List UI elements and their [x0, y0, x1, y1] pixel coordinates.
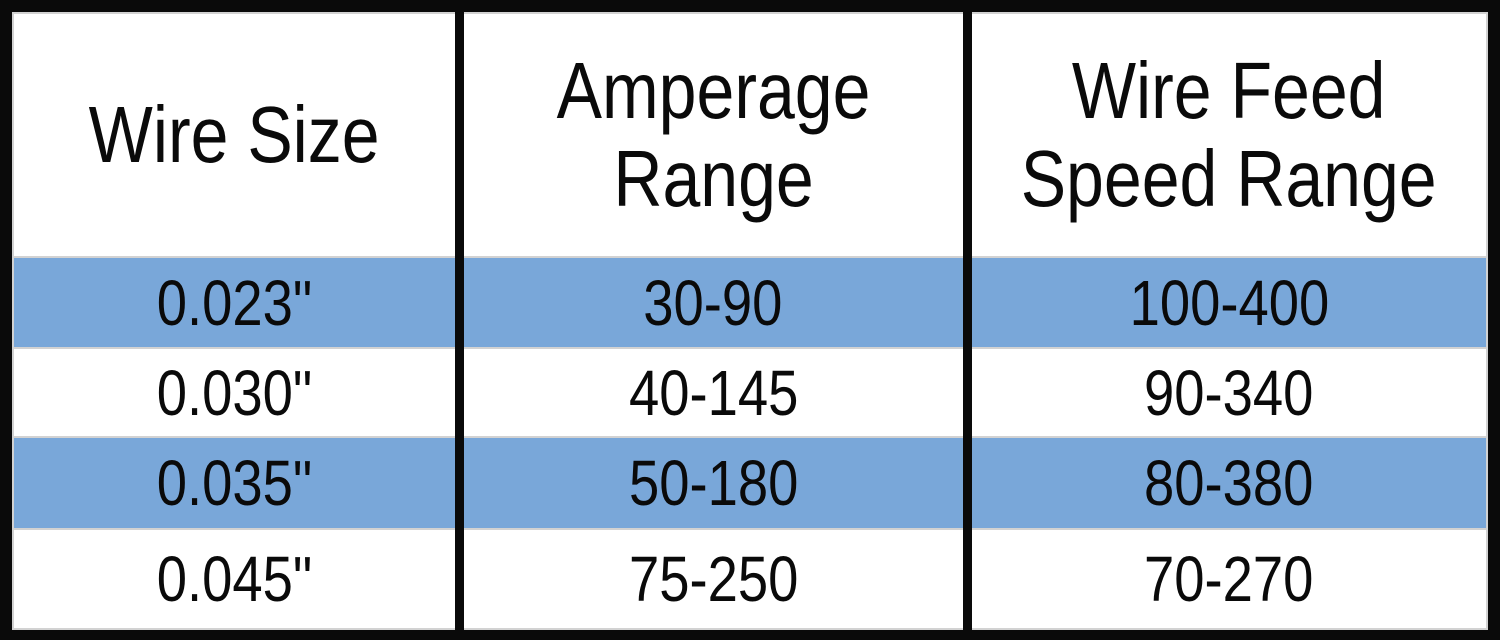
table-header: Wire Size Amperage Range Wire Feed Speed… — [13, 13, 1487, 257]
cell-amperage-range: 50-180 — [459, 437, 972, 529]
cell-value: 0.035" — [156, 447, 312, 519]
cell-value: 40-145 — [628, 356, 798, 429]
column-header-amperage-range: Amperage Range — [459, 13, 972, 257]
cell-amperage-range: 30-90 — [459, 257, 972, 348]
cell-wire-size: 0.045" — [13, 529, 464, 629]
column-header-wire-feed-speed-range-label: Wire Feed Speed Range — [1021, 46, 1437, 223]
cell-amperage-range: 40-145 — [459, 348, 972, 437]
table-row: 0.045" 75-250 70-270 — [13, 529, 1487, 629]
table-row: 0.030" 40-145 90-340 — [13, 348, 1487, 437]
wire-feed-spec-table: Wire Size Amperage Range Wire Feed Speed… — [12, 12, 1488, 630]
cell-value: 30-90 — [643, 266, 783, 339]
cell-wire-feed-speed-range: 80-380 — [967, 437, 1487, 529]
table-row: 0.023" 30-90 100-400 — [13, 257, 1487, 348]
cell-wire-feed-speed-range: 100-400 — [967, 257, 1487, 348]
cell-wire-size: 0.023" — [13, 257, 464, 348]
cell-value: 0.030" — [156, 356, 312, 429]
cell-value: 50-180 — [628, 447, 798, 519]
cell-value: 0.023" — [156, 266, 312, 339]
cell-value: 70-270 — [1144, 543, 1314, 615]
cell-value: 90-340 — [1144, 356, 1314, 429]
cell-value: 100-400 — [1129, 266, 1329, 339]
cell-value: 80-380 — [1144, 447, 1314, 519]
cell-wire-feed-speed-range: 90-340 — [967, 348, 1487, 437]
cell-value: 75-250 — [628, 543, 798, 615]
column-header-wire-size-label: Wire Size — [88, 90, 380, 179]
cell-amperage-range: 75-250 — [459, 529, 972, 629]
table-body: 0.023" 30-90 100-400 0.030" 40-145 90-34… — [13, 257, 1487, 629]
column-header-wire-feed-speed-range: Wire Feed Speed Range — [967, 13, 1487, 257]
cell-wire-feed-speed-range: 70-270 — [967, 529, 1487, 629]
cell-wire-size: 0.035" — [13, 437, 464, 529]
column-header-wire-size: Wire Size — [13, 13, 464, 257]
header-row: Wire Size Amperage Range Wire Feed Speed… — [13, 13, 1487, 257]
cell-wire-size: 0.030" — [13, 348, 464, 437]
column-header-amperage-range-label: Amperage Range — [556, 46, 871, 223]
cell-value: 0.045" — [156, 543, 312, 615]
table-row: 0.035" 50-180 80-380 — [13, 437, 1487, 529]
